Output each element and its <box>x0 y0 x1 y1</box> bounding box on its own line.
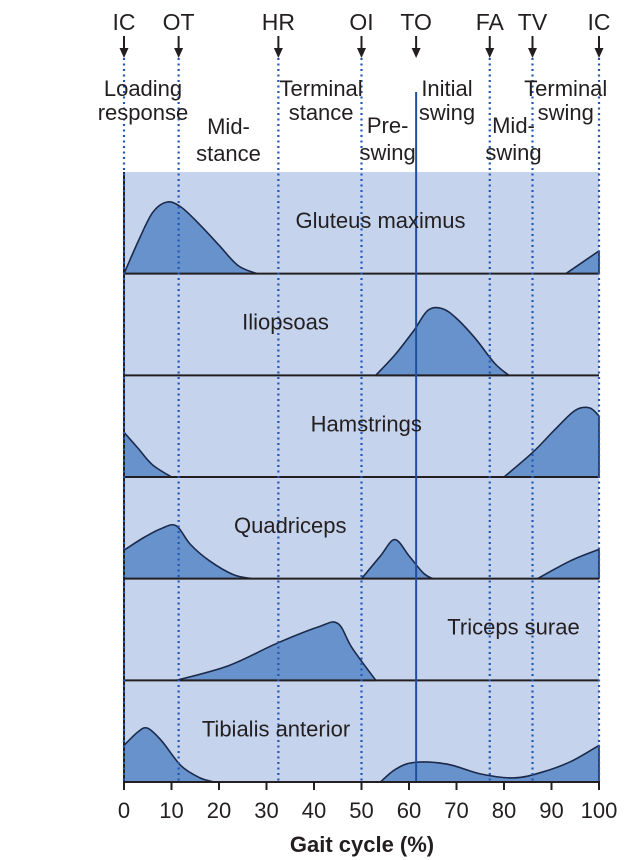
phase-label: swing <box>538 100 594 125</box>
muscle-label: Triceps surae <box>447 615 579 640</box>
phase-label: swing <box>485 140 541 165</box>
activity-area-0-0 <box>123 201 258 275</box>
muscle-label: Tibialis anterior <box>202 716 350 741</box>
x-tick-label: 100 <box>581 798 618 823</box>
activity-area-3-1 <box>360 538 434 580</box>
activity-area-4-0 <box>175 621 377 682</box>
event-label: IC <box>113 9 136 35</box>
x-tick-label: 40 <box>302 798 326 823</box>
x-tick-label: 10 <box>159 798 183 823</box>
phase-label: Loading <box>104 76 182 101</box>
event-label: IC <box>588 9 611 35</box>
event-arrow-head <box>174 48 184 58</box>
x-tick-label: 50 <box>349 798 373 823</box>
phase-label: stance <box>289 100 354 125</box>
event-arrow-head <box>594 48 604 58</box>
event-label: TV <box>518 9 548 35</box>
event-lines <box>122 58 601 782</box>
muscle-label: Gluteus maximus <box>296 208 466 233</box>
phase-label: Pre- <box>367 113 409 138</box>
phase-labels: LoadingresponseMid-stanceTerminalstanceP… <box>98 76 608 166</box>
event-arrow-head <box>411 48 421 58</box>
event-label: TO <box>400 9 432 35</box>
x-tick-label: 30 <box>254 798 278 823</box>
event-label: HR <box>262 9 295 35</box>
x-tick-label: 80 <box>492 798 516 823</box>
muscle-label: Hamstrings <box>311 411 422 436</box>
event-label: OT <box>163 9 195 35</box>
activity-area-5-0 <box>123 726 216 783</box>
phase-label: swing <box>419 100 475 125</box>
activity-area-3-0 <box>123 523 254 580</box>
activity-area-0-1 <box>565 250 600 275</box>
event-labels: IC OT HR OI TO FA TV IC <box>113 9 611 58</box>
phase-label: stance <box>196 141 261 166</box>
activity-area-2-1 <box>503 406 600 478</box>
x-axis-title: Gait cycle (%) <box>290 832 434 857</box>
event-arrow-head <box>357 48 366 58</box>
activity-area-2-0 <box>123 431 173 478</box>
muscle-activity-areas <box>123 201 600 783</box>
x-axis: 0 10 20 30 40 50 60 70 80 90 100 <box>118 781 618 823</box>
phase-label: swing <box>360 140 416 165</box>
muscle-label: Quadriceps <box>234 513 347 538</box>
activity-area-1-0 <box>375 306 510 377</box>
muscle-label: Iliopsoas <box>242 310 329 335</box>
event-arrow-head <box>485 48 495 58</box>
x-tick-label: 70 <box>444 798 468 823</box>
phase-label: Mid- <box>207 114 250 139</box>
muscle-labels: Gluteus maximus Iliopsoas Hamstrings Quadri… <box>202 208 580 741</box>
phase-label: Terminal <box>280 76 363 101</box>
event-label: FA <box>476 9 505 35</box>
phase-label: Initial <box>421 76 472 101</box>
x-tick-label: 90 <box>539 798 563 823</box>
activity-area-5-1 <box>379 744 600 783</box>
phase-label: response <box>98 100 189 125</box>
x-tick-label: 0 <box>118 798 130 823</box>
phase-label: Terminal <box>524 76 607 101</box>
x-tick-label: 20 <box>207 798 231 823</box>
event-arrow-head <box>528 48 537 58</box>
x-tick-label: 60 <box>397 798 421 823</box>
phase-label: Mid- <box>492 113 535 138</box>
event-arrow-head <box>119 48 129 58</box>
event-label: OI <box>349 9 373 35</box>
event-arrow-head <box>273 48 283 58</box>
